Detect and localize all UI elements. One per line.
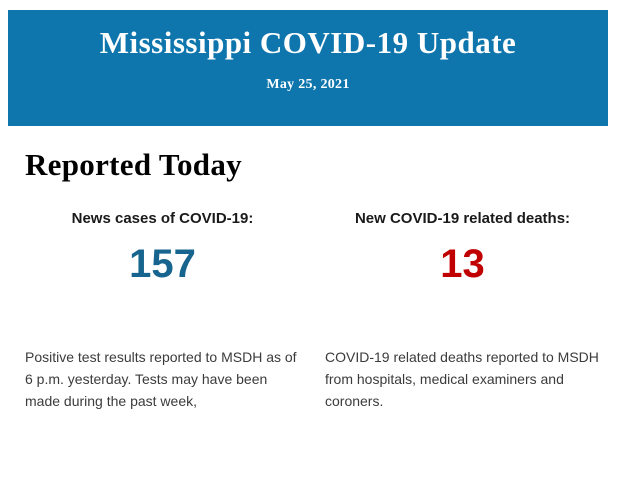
stat-new-cases: News cases of COVID-19: 157 Positive tes… <box>25 210 300 412</box>
new-deaths-description: COVID-19 related deaths reported to MSDH… <box>325 349 599 409</box>
new-cases-value: 157 <box>129 242 196 286</box>
stat-new-deaths: New COVID-19 related deaths: 13 COVID-19… <box>325 210 600 412</box>
main-content: Reported Today News cases of COVID-19: 1… <box>0 146 620 412</box>
newsletter-title: Mississippi COVID-19 Update <box>99 25 517 60</box>
new-cases-label: News cases of COVID-19: <box>71 210 254 227</box>
header-banner: Mississippi COVID-19 Update May 25, 2021 <box>8 10 608 126</box>
new-deaths-label: New COVID-19 related deaths: <box>354 210 571 227</box>
page: Mississippi COVID-19 Update May 25, 2021… <box>0 10 620 483</box>
new-deaths-value: 13 <box>440 242 485 286</box>
new-cases-description: Positive test results reported to MSDH a… <box>25 349 297 409</box>
section-heading: Reported Today <box>25 147 242 182</box>
newsletter-date: May 25, 2021 <box>266 77 350 92</box>
stats-row: News cases of COVID-19: 157 Positive tes… <box>25 210 620 412</box>
